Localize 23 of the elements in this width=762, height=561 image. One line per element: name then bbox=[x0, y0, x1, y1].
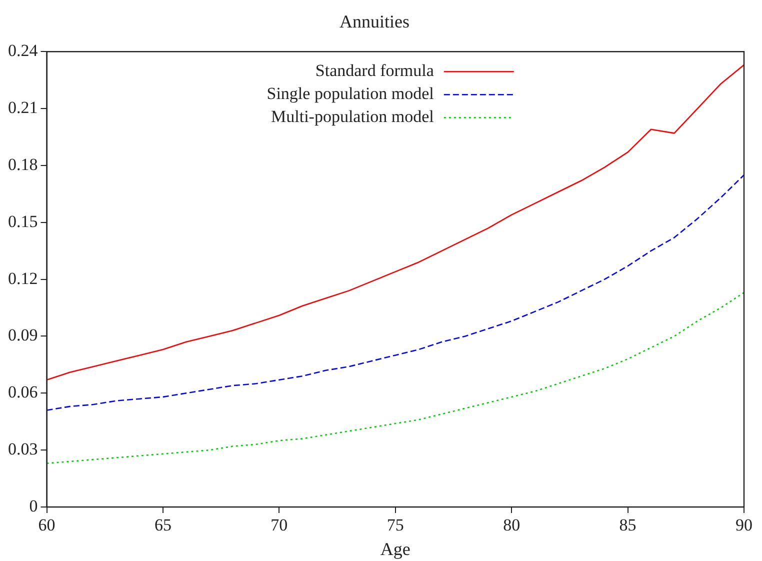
x-tick-label: 60 bbox=[38, 516, 56, 535]
x-tick-label: 65 bbox=[154, 516, 172, 535]
x-tick-label: 90 bbox=[736, 516, 752, 535]
y-tick-label: 0.15 bbox=[8, 212, 38, 231]
y-tick-label: 0.03 bbox=[8, 440, 38, 459]
y-tick-label: 0.12 bbox=[8, 268, 38, 288]
legend-label: Standard formula bbox=[315, 61, 434, 80]
y-tick-label: 0.24 bbox=[8, 41, 38, 60]
y-tick-label: 0.18 bbox=[8, 154, 38, 174]
x-tick-label: 85 bbox=[619, 516, 636, 535]
y-tick-label: 0.09 bbox=[8, 326, 38, 345]
legend-label: Multi-population model bbox=[271, 107, 434, 126]
x-tick-label: 70 bbox=[270, 516, 288, 535]
line-series bbox=[46, 174, 744, 411]
y-tick-label: 0.21 bbox=[8, 98, 38, 117]
line-series bbox=[46, 292, 744, 464]
y-tick-label: 0.06 bbox=[8, 382, 38, 402]
x-tick-label: 75 bbox=[386, 516, 404, 535]
legend-label: Single population model bbox=[266, 84, 434, 104]
x-axis-title: Age bbox=[380, 538, 410, 559]
chart-title: Annuities bbox=[340, 12, 410, 32]
x-tick-label: 80 bbox=[503, 516, 520, 535]
y-tick-label: 0 bbox=[29, 496, 38, 516]
